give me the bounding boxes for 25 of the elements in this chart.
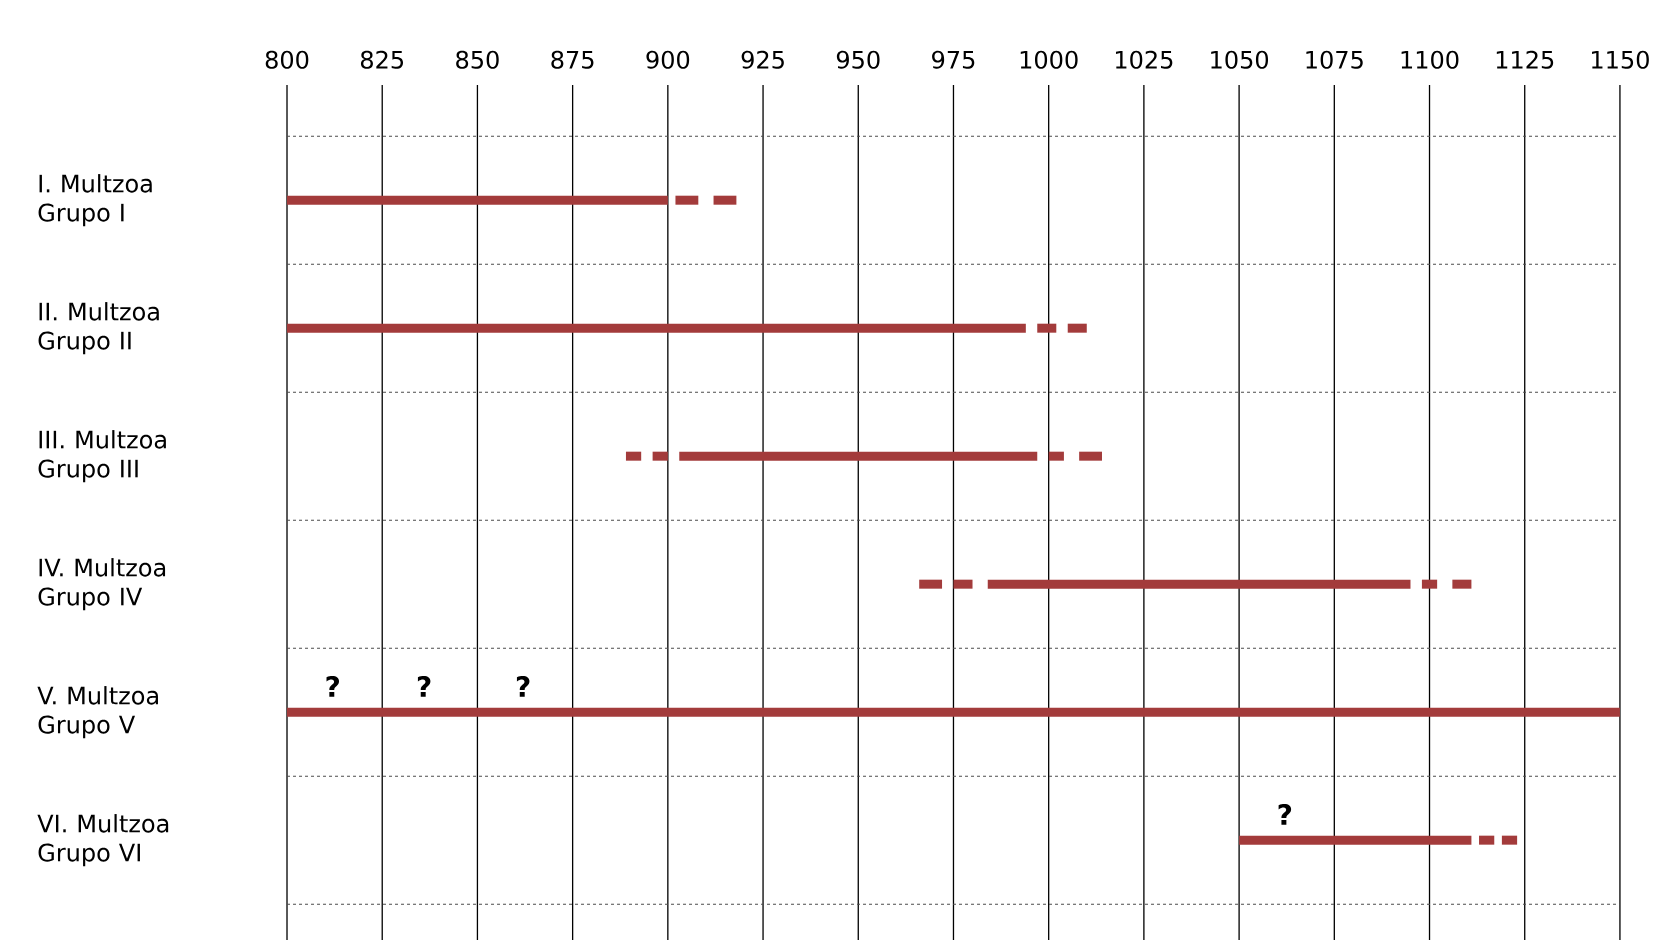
y-tick-label: V. Multzoa Grupo V — [37, 686, 158, 739]
x-tick-label: 800 — [265, 50, 309, 69]
x-tick-label: 1075 — [1306, 50, 1363, 69]
x-tick-label: 1150 — [1592, 50, 1649, 69]
annotation: ? — [417, 676, 431, 697]
x-tick-label: 875 — [551, 50, 594, 69]
x-tick-label: 900 — [646, 50, 690, 69]
x-tick-label: 1100 — [1401, 50, 1459, 69]
y-tick-label: II. Multzoa Grupo II — [38, 302, 159, 355]
annotation: ? — [516, 676, 530, 697]
x-tick-label: 950 — [836, 50, 880, 69]
y-tick-label: IV. Multzoa Grupo IV — [38, 558, 166, 611]
annotation: ? — [1278, 804, 1292, 825]
x-tick-label: 825 — [360, 50, 404, 69]
y-tick-label: I. Multzoa Grupo I — [38, 174, 152, 227]
x-tick-label: 1125 — [1496, 50, 1554, 69]
x-tick-label: 1025 — [1115, 50, 1173, 69]
x-tick-label: 925 — [741, 50, 784, 69]
annotation: ? — [326, 676, 340, 697]
x-tick-label: 850 — [456, 50, 499, 69]
x-tick-label: 975 — [932, 50, 975, 69]
x-tick-label: 1050 — [1211, 50, 1269, 69]
x-tick-label: 1000 — [1020, 50, 1078, 69]
y-tick-label: VI. Multzoa Grupo VI — [37, 814, 169, 867]
y-tick-label: III. Multzoa Grupo III — [38, 430, 166, 483]
